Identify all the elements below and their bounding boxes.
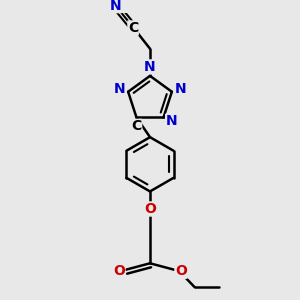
Text: O: O [113,264,125,278]
Text: N: N [175,82,187,96]
Text: C: C [131,119,142,134]
Text: C: C [128,21,138,35]
Text: N: N [113,82,125,96]
Text: N: N [110,0,121,13]
Text: N: N [166,114,177,128]
Text: O: O [144,202,156,216]
Text: N: N [144,60,156,74]
Text: O: O [175,264,187,278]
